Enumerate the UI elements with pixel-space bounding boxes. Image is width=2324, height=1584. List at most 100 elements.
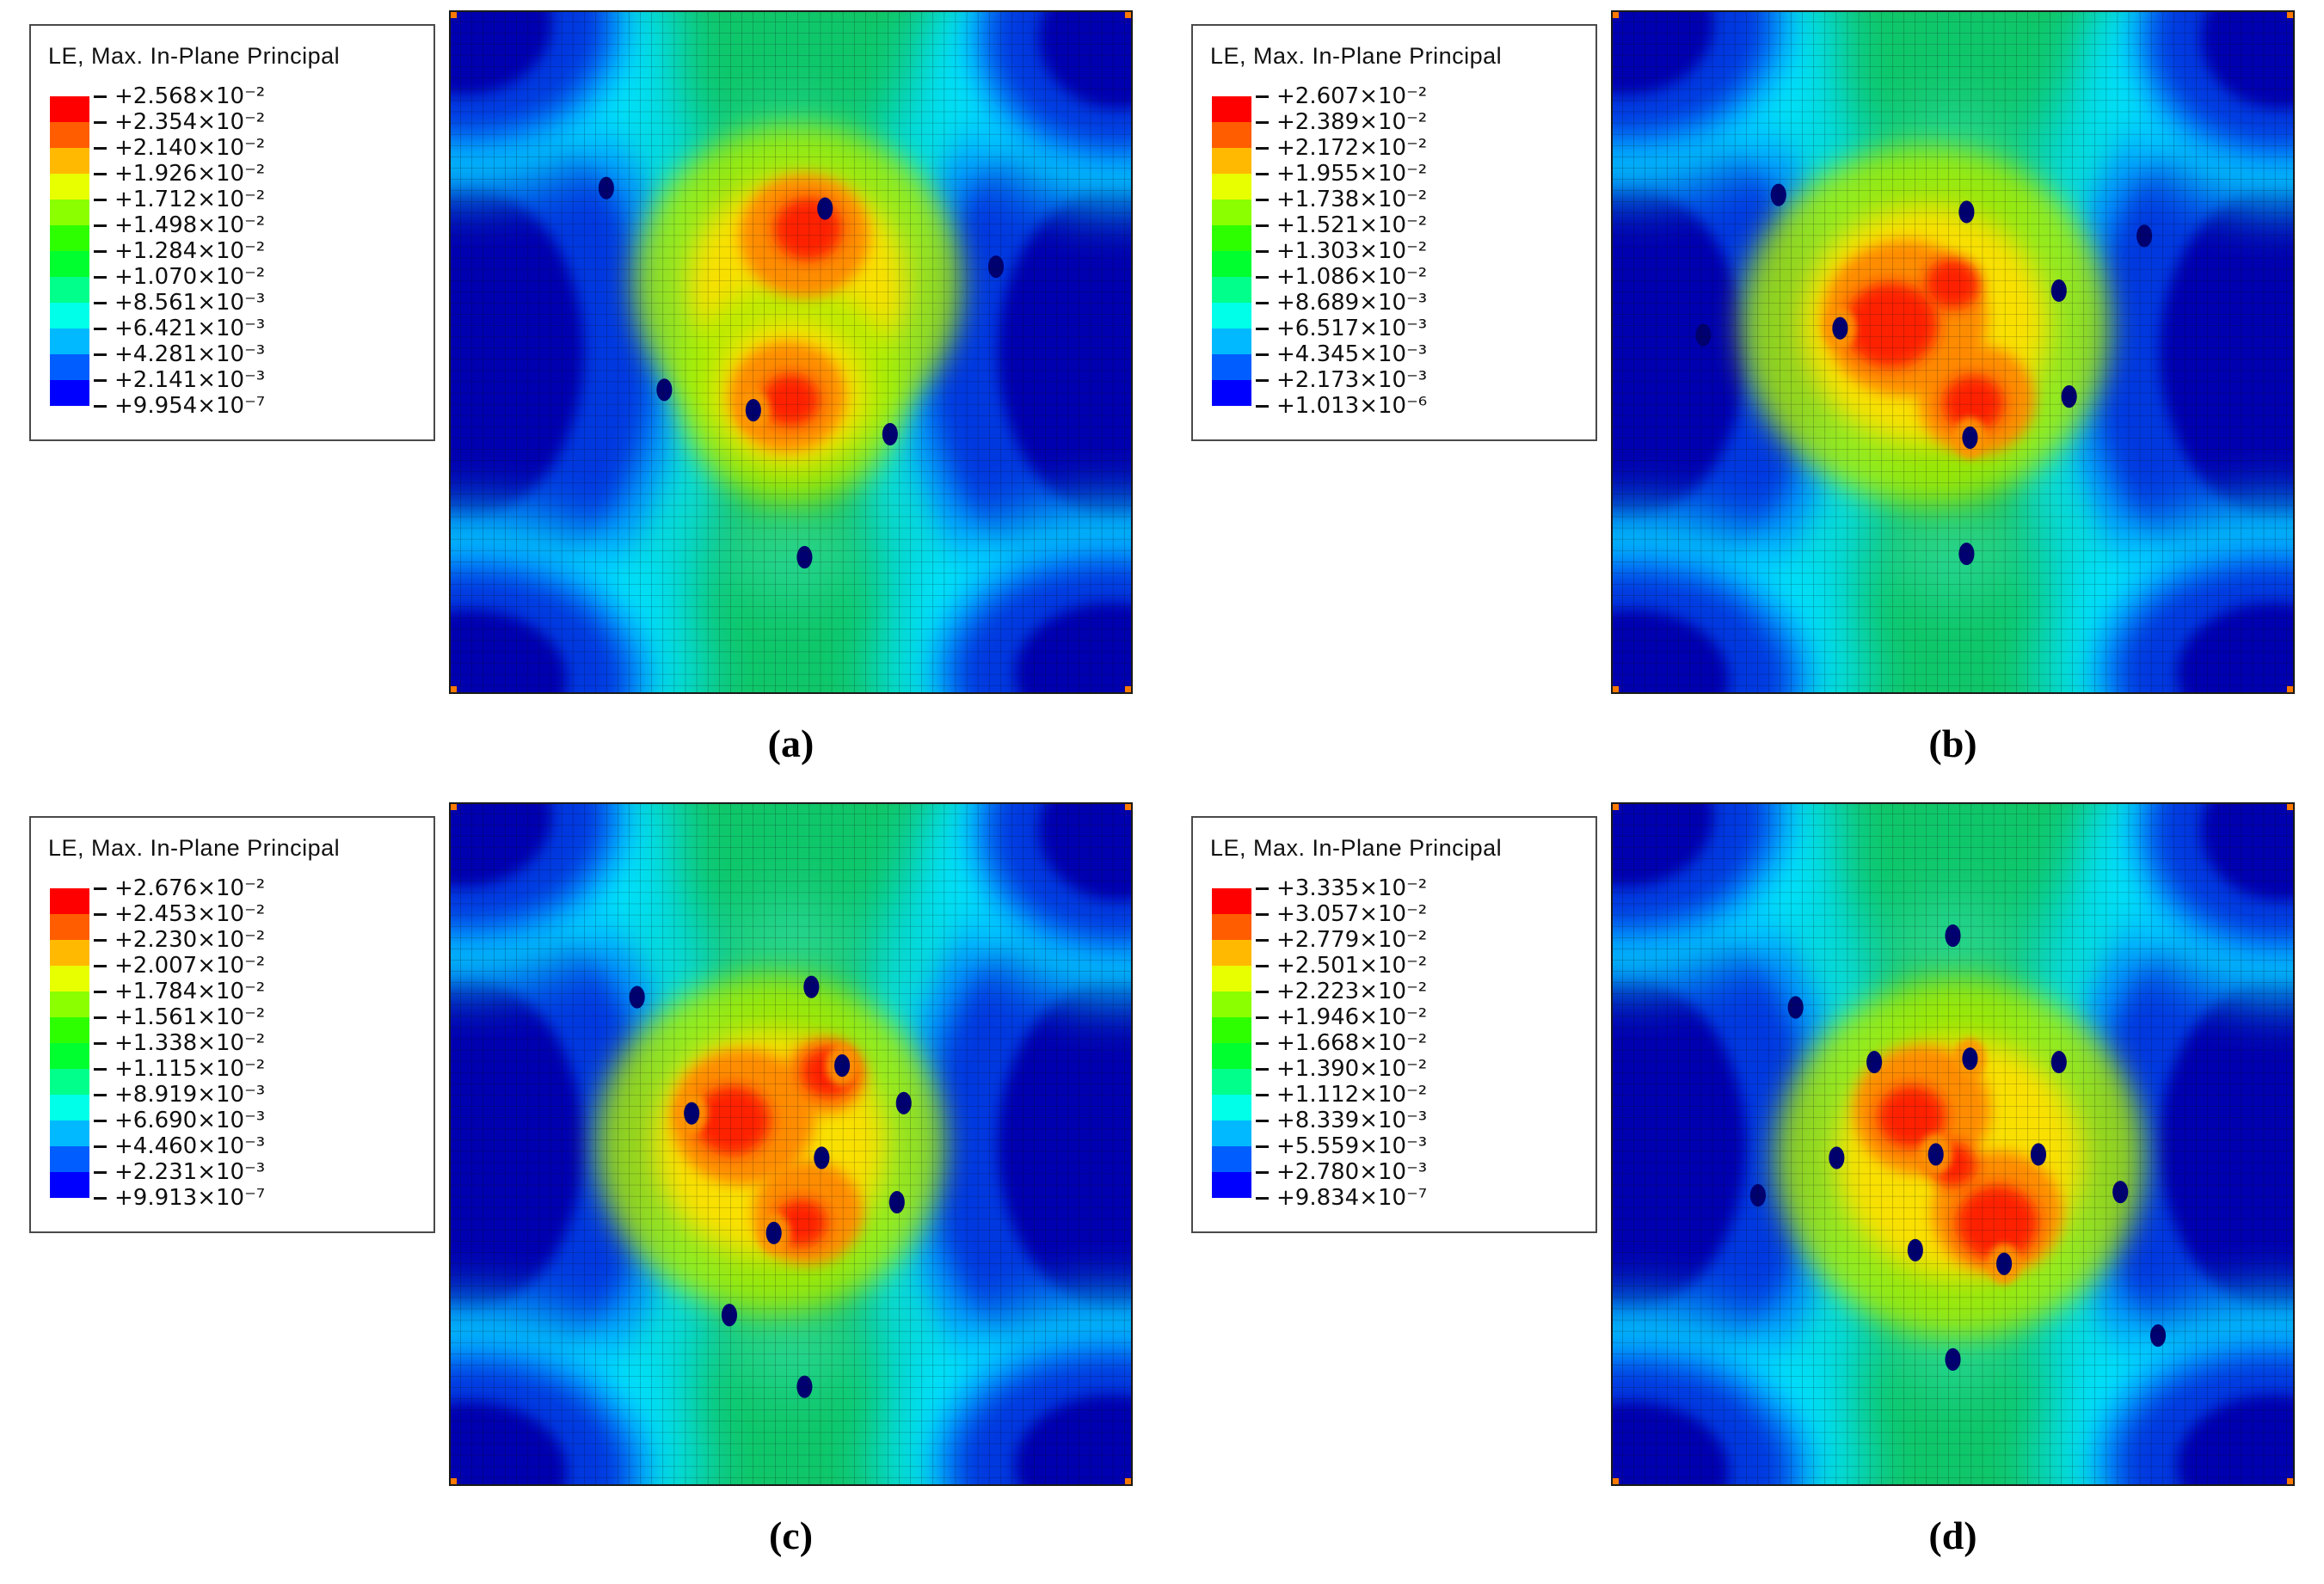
legend-value-label: +1.086×10⁻² xyxy=(1276,264,1428,290)
legend-value-label: +8.561×10⁻³ xyxy=(114,290,266,316)
legend-tick xyxy=(94,912,107,916)
contour-plot-c xyxy=(449,802,1133,1486)
legend-swatch xyxy=(1212,966,1251,992)
legend-title: LE, Max. In-Plane Principal xyxy=(48,43,341,69)
legend-value-row: +2.389×10⁻² xyxy=(1251,109,1427,135)
legend-value-row: +1.284×10⁻² xyxy=(89,238,265,264)
contour-plot-d xyxy=(1611,802,2295,1486)
legend-tick xyxy=(1256,887,1269,890)
legend-value-label: +1.738×10⁻² xyxy=(1276,187,1428,212)
legend-tick xyxy=(94,172,107,175)
legend-swatch xyxy=(50,96,89,122)
legend-swatch xyxy=(50,148,89,174)
legend-value-label: +1.338×10⁻² xyxy=(114,1030,266,1056)
legend-tick xyxy=(1256,1067,1269,1071)
legend-value-row: +8.689×10⁻³ xyxy=(1251,290,1427,316)
legend-value-row: +1.498×10⁻² xyxy=(89,212,265,238)
legend-swatch xyxy=(1212,225,1251,251)
legend-value-label: +3.057×10⁻² xyxy=(1276,901,1428,927)
legend-value-row: +2.780×10⁻³ xyxy=(1251,1159,1427,1185)
legend-swatch xyxy=(1212,277,1251,303)
contour-plot-b xyxy=(1611,10,2295,694)
legend-tick xyxy=(94,1093,107,1096)
legend-swatch xyxy=(1212,96,1251,122)
legend-tick xyxy=(1256,1145,1269,1148)
legend-value-row: +8.339×10⁻³ xyxy=(1251,1108,1427,1133)
legend-tick xyxy=(1256,990,1269,993)
legend-tick xyxy=(94,198,107,201)
legend-value-label: +2.231×10⁻³ xyxy=(114,1159,266,1185)
panel-caption-d: (d) xyxy=(1928,1513,1977,1557)
legend-tick xyxy=(1256,1170,1269,1174)
legend-swatch xyxy=(1212,200,1251,225)
legend-swatch xyxy=(50,174,89,200)
legend-value-label: +9.834×10⁻⁷ xyxy=(1276,1185,1428,1211)
legend-swatch xyxy=(50,966,89,992)
legend-tick xyxy=(1256,301,1269,304)
legend-colorbar xyxy=(1212,888,1251,1198)
legend-swatch xyxy=(50,380,89,406)
legend-value-label: +1.498×10⁻² xyxy=(114,212,266,238)
legend-colorbar xyxy=(1212,96,1251,406)
panel-caption-b: (b) xyxy=(1928,721,1977,765)
legend-swatch xyxy=(50,1095,89,1120)
legend-swatch xyxy=(50,888,89,914)
legend-tick xyxy=(1256,1119,1269,1122)
legend-value-row: +2.607×10⁻² xyxy=(1251,83,1427,109)
legend: LE, Max. In-Plane Principal +3.335×10⁻² +… xyxy=(1191,816,1597,1233)
legend-tick xyxy=(1256,912,1269,916)
legend-value-row: +1.521×10⁻² xyxy=(1251,212,1427,238)
legend-value-label: +1.784×10⁻² xyxy=(114,979,266,1004)
legend-value-row: +4.281×10⁻³ xyxy=(89,341,265,367)
legend-value-row: +1.668×10⁻² xyxy=(1251,1030,1427,1056)
legend-value-row: +9.954×10⁻⁷ xyxy=(89,393,265,419)
legend-value-label: +2.501×10⁻² xyxy=(1276,953,1428,979)
legend-value-row: +2.172×10⁻² xyxy=(1251,135,1427,161)
legend-value-label: +2.173×10⁻³ xyxy=(1276,367,1428,393)
legend-swatch xyxy=(50,1069,89,1095)
legend-value-label: +4.460×10⁻³ xyxy=(114,1133,266,1159)
legend-value-label: +2.779×10⁻² xyxy=(1276,927,1428,953)
legend-value-row: +1.086×10⁻² xyxy=(1251,264,1427,290)
legend-swatch xyxy=(1212,1095,1251,1120)
legend-value-label: +1.521×10⁻² xyxy=(1276,212,1428,238)
legend-scale: +3.335×10⁻² +3.057×10⁻² +2.779×10⁻² +2.501×… xyxy=(1212,875,1587,1211)
legend-value-label: +5.559×10⁻³ xyxy=(1276,1133,1428,1159)
legend-labels: +2.568×10⁻² +2.354×10⁻² +2.140×10⁻² +1.926×… xyxy=(89,83,265,419)
legend-value-row: +1.738×10⁻² xyxy=(1251,187,1427,212)
legend-value-label: +2.007×10⁻² xyxy=(114,953,266,979)
legend-scale: +2.676×10⁻² +2.453×10⁻² +2.230×10⁻² +2.007×… xyxy=(50,875,425,1211)
legend-value-row: +8.919×10⁻³ xyxy=(89,1082,265,1108)
legend-value-label: +1.712×10⁻² xyxy=(114,187,266,212)
legend-scale: +2.607×10⁻² +2.389×10⁻² +2.172×10⁻² +1.955×… xyxy=(1212,83,1587,419)
panel-caption-a: (a) xyxy=(767,721,815,765)
legend-value-label: +6.690×10⁻³ xyxy=(114,1108,266,1133)
legend-tick xyxy=(94,95,107,98)
legend-swatch xyxy=(50,303,89,328)
legend-value-label: +2.223×10⁻² xyxy=(1276,979,1428,1004)
legend-tick xyxy=(1256,1093,1269,1096)
legend-tick xyxy=(1256,275,1269,279)
legend-tick xyxy=(1256,198,1269,201)
legend-tick xyxy=(94,1145,107,1148)
legend-tick xyxy=(94,249,107,253)
legend-tick xyxy=(1256,120,1269,124)
legend-value-label: +2.140×10⁻² xyxy=(114,135,266,161)
legend-tick xyxy=(1256,353,1269,356)
panel-c: LE, Max. In-Plane Principal +2.676×10⁻² +… xyxy=(0,792,1162,1584)
legend-swatch xyxy=(50,277,89,303)
legend-value-label: +1.390×10⁻² xyxy=(1276,1056,1428,1082)
legend-scale: +2.568×10⁻² +2.354×10⁻² +2.140×10⁻² +1.926×… xyxy=(50,83,425,419)
legend-tick xyxy=(94,404,107,408)
legend-swatch xyxy=(50,1146,89,1172)
panel-d: LE, Max. In-Plane Principal +3.335×10⁻² +… xyxy=(1162,792,2324,1584)
legend-tick xyxy=(94,964,107,967)
legend-value-label: +1.112×10⁻² xyxy=(1276,1082,1428,1108)
legend-value-label: +4.345×10⁻³ xyxy=(1276,341,1428,367)
legend-tick xyxy=(1256,327,1269,330)
panel-a: LE, Max. In-Plane Principal +2.568×10⁻² +… xyxy=(0,0,1162,792)
legend-colorbar xyxy=(50,96,89,406)
contour-plot-a xyxy=(449,10,1133,694)
legend-title: LE, Max. In-Plane Principal xyxy=(1210,835,1503,861)
